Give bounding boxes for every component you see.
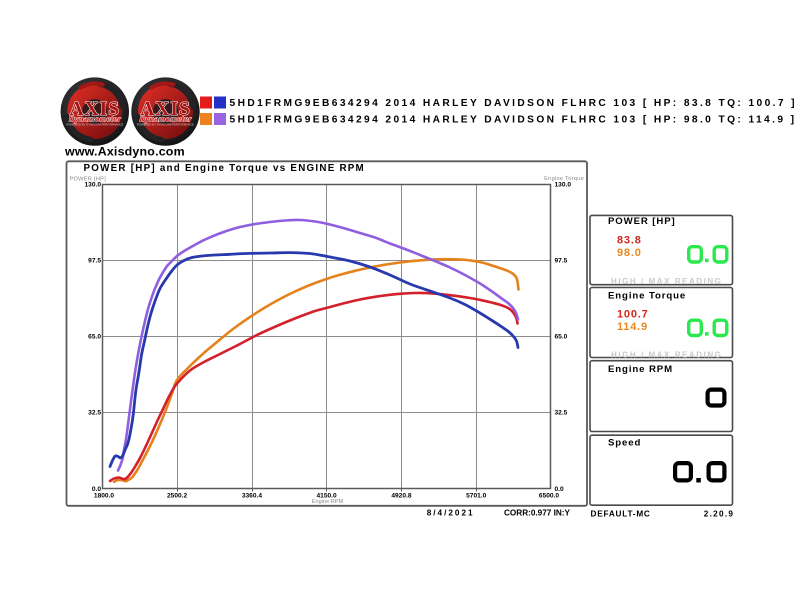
svg-text:6500.0: 6500.0 xyxy=(539,492,560,499)
svg-text:100.7: 100.7 xyxy=(617,309,649,321)
svg-text:65.0: 65.0 xyxy=(88,334,101,341)
svg-text:4920.8: 4920.8 xyxy=(391,492,412,499)
svg-text:Engine Torque: Engine Torque xyxy=(544,176,584,182)
svg-text:5HD1FRMG9EB634294 2014 HARLEY: 5HD1FRMG9EB634294 2014 HARLEY DAVIDSON F… xyxy=(230,115,797,126)
svg-text:8/4/2021: 8/4/2021 xyxy=(427,509,475,518)
svg-text:DEFAULT-MC: DEFAULT-MC xyxy=(591,509,651,518)
svg-text:32.5: 32.5 xyxy=(555,410,568,417)
svg-text:1800.0: 1800.0 xyxy=(94,492,115,499)
svg-text:Engine RPM: Engine RPM xyxy=(312,499,344,505)
svg-text:130.0: 130.0 xyxy=(555,181,572,188)
svg-text:Speed: Speed xyxy=(608,437,641,448)
svg-text:www.Axisdyno.com: www.Axisdyno.com xyxy=(64,144,185,158)
svg-text:2500.2: 2500.2 xyxy=(167,492,188,499)
svg-text:4150.0: 4150.0 xyxy=(317,492,338,499)
svg-text:POWER [HP] and Engine Torque v: POWER [HP] and Engine Torque vs ENGINE R… xyxy=(84,163,365,174)
svg-text:97.5: 97.5 xyxy=(88,257,101,264)
svg-text:114.9: 114.9 xyxy=(617,321,648,333)
svg-text:0.0: 0.0 xyxy=(555,486,564,493)
svg-text:POWER [HP]: POWER [HP] xyxy=(608,216,676,227)
svg-text:5HD1FRMG9EB634294 2014 HARLEY: 5HD1FRMG9EB634294 2014 HARLEY DAVIDSON F… xyxy=(230,98,797,109)
svg-text:HIGH / MAX READING: HIGH / MAX READING xyxy=(611,277,722,286)
svg-text:HIGH / MAX READING: HIGH / MAX READING xyxy=(611,350,722,359)
svg-text:Engine RPM: Engine RPM xyxy=(608,364,673,375)
svg-text:98.0: 98.0 xyxy=(617,247,642,259)
svg-text:POWER [HP]: POWER [HP] xyxy=(70,177,107,183)
svg-text:97.5: 97.5 xyxy=(555,257,568,264)
svg-text:83.8: 83.8 xyxy=(617,235,642,247)
svg-text:65.0: 65.0 xyxy=(555,334,568,341)
svg-text:5701.0: 5701.0 xyxy=(466,492,487,499)
svg-text:130.0: 130.0 xyxy=(84,181,101,188)
svg-text:CORR:0.977 IN:Y: CORR:0.977 IN:Y xyxy=(504,509,571,518)
svg-text:Engine Torque: Engine Torque xyxy=(608,290,686,301)
svg-text:32.5: 32.5 xyxy=(88,410,101,417)
svg-text:3360.4: 3360.4 xyxy=(242,492,263,499)
svg-text:2.20.9: 2.20.9 xyxy=(704,509,735,518)
svg-text:0.0: 0.0 xyxy=(92,486,101,493)
